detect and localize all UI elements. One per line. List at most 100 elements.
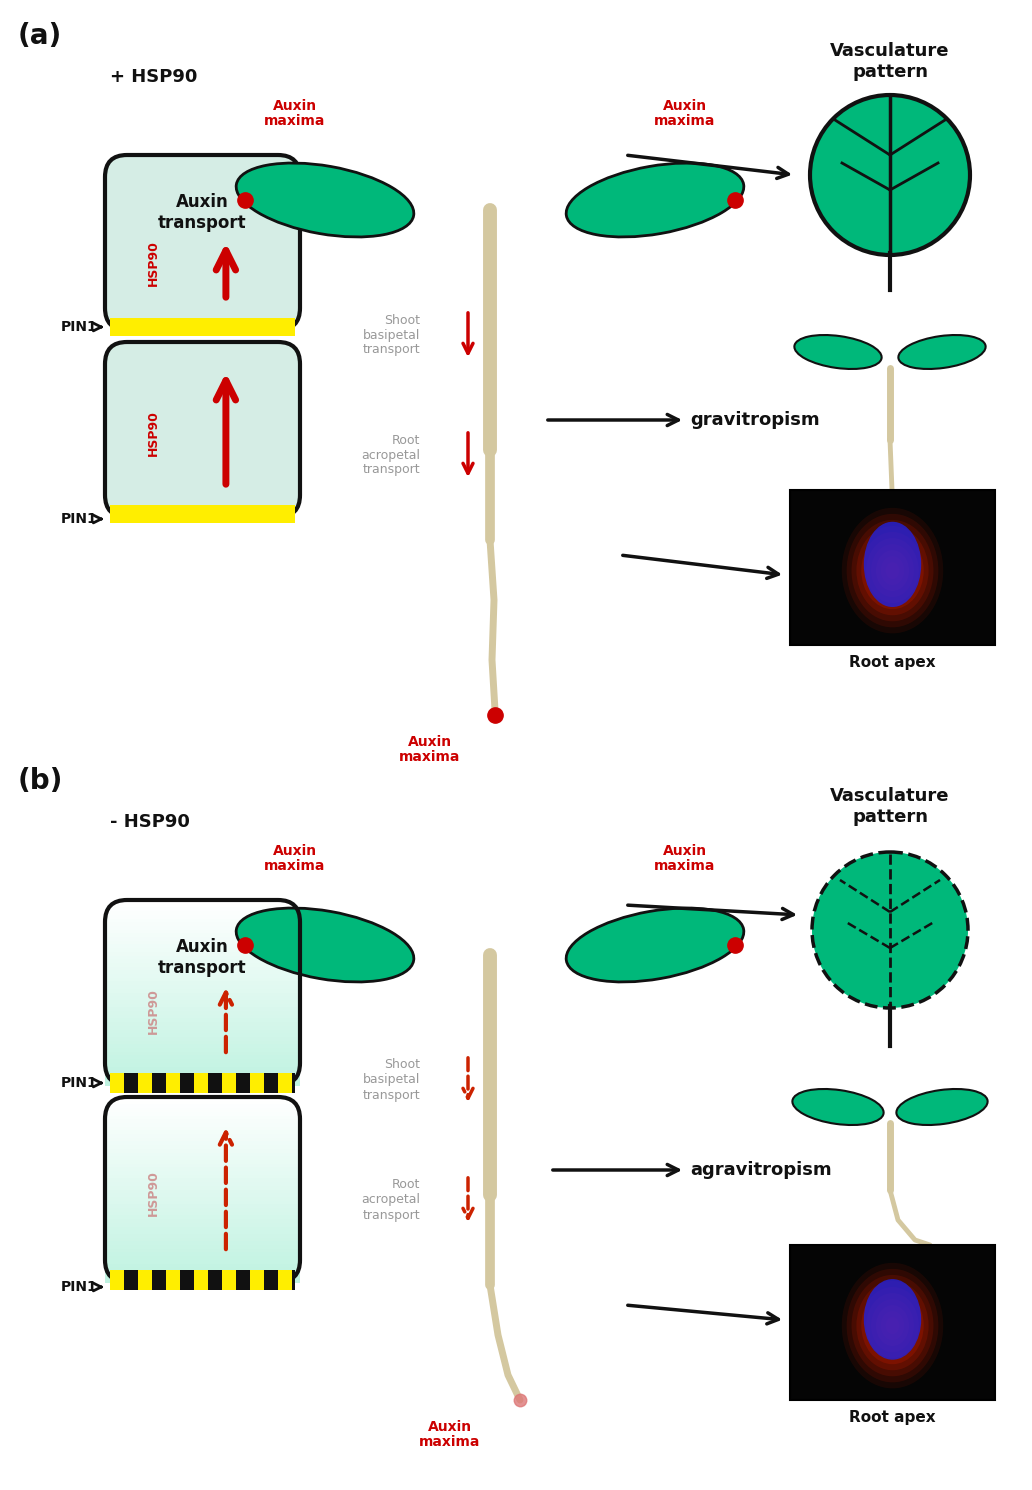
- Bar: [105, 970, 300, 974]
- Ellipse shape: [864, 1278, 922, 1360]
- Text: (b): (b): [18, 767, 63, 796]
- Bar: [105, 948, 300, 952]
- Bar: [180, 1073, 194, 1094]
- Ellipse shape: [567, 162, 744, 237]
- Bar: [278, 1073, 292, 1094]
- Bar: [105, 945, 300, 949]
- Bar: [110, 505, 295, 523]
- Bar: [236, 1269, 250, 1290]
- Bar: [194, 1073, 208, 1094]
- Bar: [105, 1077, 300, 1082]
- Bar: [105, 1156, 300, 1161]
- Bar: [105, 1030, 300, 1034]
- Text: Vasculature
pattern: Vasculature pattern: [831, 42, 949, 80]
- Ellipse shape: [846, 514, 938, 627]
- Text: Auxin
maxima: Auxin maxima: [654, 843, 715, 873]
- Ellipse shape: [866, 538, 918, 603]
- Bar: [105, 1104, 300, 1109]
- Text: Auxin
maxima: Auxin maxima: [264, 98, 326, 128]
- FancyBboxPatch shape: [105, 155, 300, 329]
- Text: Auxin
maxima: Auxin maxima: [399, 735, 460, 764]
- Bar: [105, 925, 300, 930]
- Bar: [105, 1256, 300, 1261]
- Bar: [250, 1269, 264, 1290]
- Bar: [105, 992, 300, 997]
- Ellipse shape: [842, 1264, 943, 1389]
- Bar: [105, 1278, 300, 1283]
- Bar: [105, 1234, 300, 1238]
- Bar: [105, 1226, 300, 1231]
- Text: Root
acropetal
transport: Root acropetal transport: [361, 1179, 420, 1222]
- Bar: [110, 317, 295, 337]
- Bar: [105, 1126, 300, 1131]
- Text: HSP90: HSP90: [147, 240, 160, 286]
- Bar: [105, 1186, 300, 1191]
- Text: (a): (a): [18, 22, 62, 51]
- Bar: [105, 1131, 300, 1134]
- Bar: [105, 1119, 300, 1123]
- Bar: [105, 1040, 300, 1044]
- Bar: [105, 1062, 300, 1067]
- Text: Shoot
basipetal
transport: Shoot basipetal transport: [362, 1058, 420, 1101]
- Bar: [105, 1052, 300, 1056]
- Ellipse shape: [857, 526, 929, 615]
- Bar: [105, 1182, 300, 1186]
- Ellipse shape: [862, 1287, 924, 1365]
- Bar: [105, 933, 300, 937]
- Ellipse shape: [842, 508, 943, 633]
- Bar: [105, 1204, 300, 1208]
- Text: Auxin
transport: Auxin transport: [158, 194, 247, 232]
- Bar: [264, 1073, 278, 1094]
- Bar: [138, 1269, 152, 1290]
- Bar: [105, 900, 300, 904]
- Bar: [105, 1012, 300, 1015]
- Bar: [105, 1025, 300, 1030]
- Bar: [180, 1269, 194, 1290]
- Bar: [292, 1073, 295, 1094]
- Bar: [105, 1146, 300, 1149]
- Text: Auxin
maxima: Auxin maxima: [654, 98, 715, 128]
- Ellipse shape: [871, 1299, 914, 1351]
- Bar: [222, 1269, 236, 1290]
- Bar: [105, 918, 300, 922]
- Bar: [105, 1219, 300, 1223]
- Bar: [105, 989, 300, 992]
- Text: Shoot
basipetal
transport: Shoot basipetal transport: [362, 313, 420, 356]
- Bar: [105, 1164, 300, 1168]
- Bar: [105, 1201, 300, 1205]
- Bar: [124, 1269, 138, 1290]
- Bar: [105, 1070, 300, 1074]
- Circle shape: [810, 95, 970, 255]
- Bar: [152, 1269, 166, 1290]
- Bar: [236, 1073, 250, 1094]
- Bar: [791, 490, 995, 645]
- Bar: [105, 1264, 300, 1268]
- Ellipse shape: [864, 522, 922, 606]
- Bar: [105, 1022, 300, 1027]
- Bar: [105, 974, 300, 979]
- Bar: [105, 940, 300, 945]
- Text: HSP90: HSP90: [147, 1170, 160, 1216]
- Bar: [105, 1074, 300, 1079]
- Text: Auxin
maxima: Auxin maxima: [419, 1420, 481, 1450]
- Bar: [194, 1269, 208, 1290]
- Bar: [105, 1216, 300, 1220]
- Bar: [105, 1208, 300, 1213]
- Bar: [166, 1269, 180, 1290]
- Ellipse shape: [851, 1275, 934, 1377]
- Ellipse shape: [857, 1281, 929, 1371]
- Bar: [222, 1073, 236, 1094]
- Text: PIN1: PIN1: [60, 513, 97, 526]
- Ellipse shape: [885, 1317, 899, 1334]
- Bar: [105, 1238, 300, 1241]
- Bar: [105, 1159, 300, 1164]
- Bar: [105, 1271, 300, 1275]
- Bar: [105, 1044, 300, 1049]
- Bar: [124, 1073, 138, 1094]
- Bar: [208, 1269, 222, 1290]
- Text: PIN1: PIN1: [60, 1076, 97, 1091]
- Bar: [105, 1189, 300, 1193]
- Bar: [138, 1073, 152, 1094]
- Bar: [105, 904, 300, 907]
- Bar: [105, 1179, 300, 1183]
